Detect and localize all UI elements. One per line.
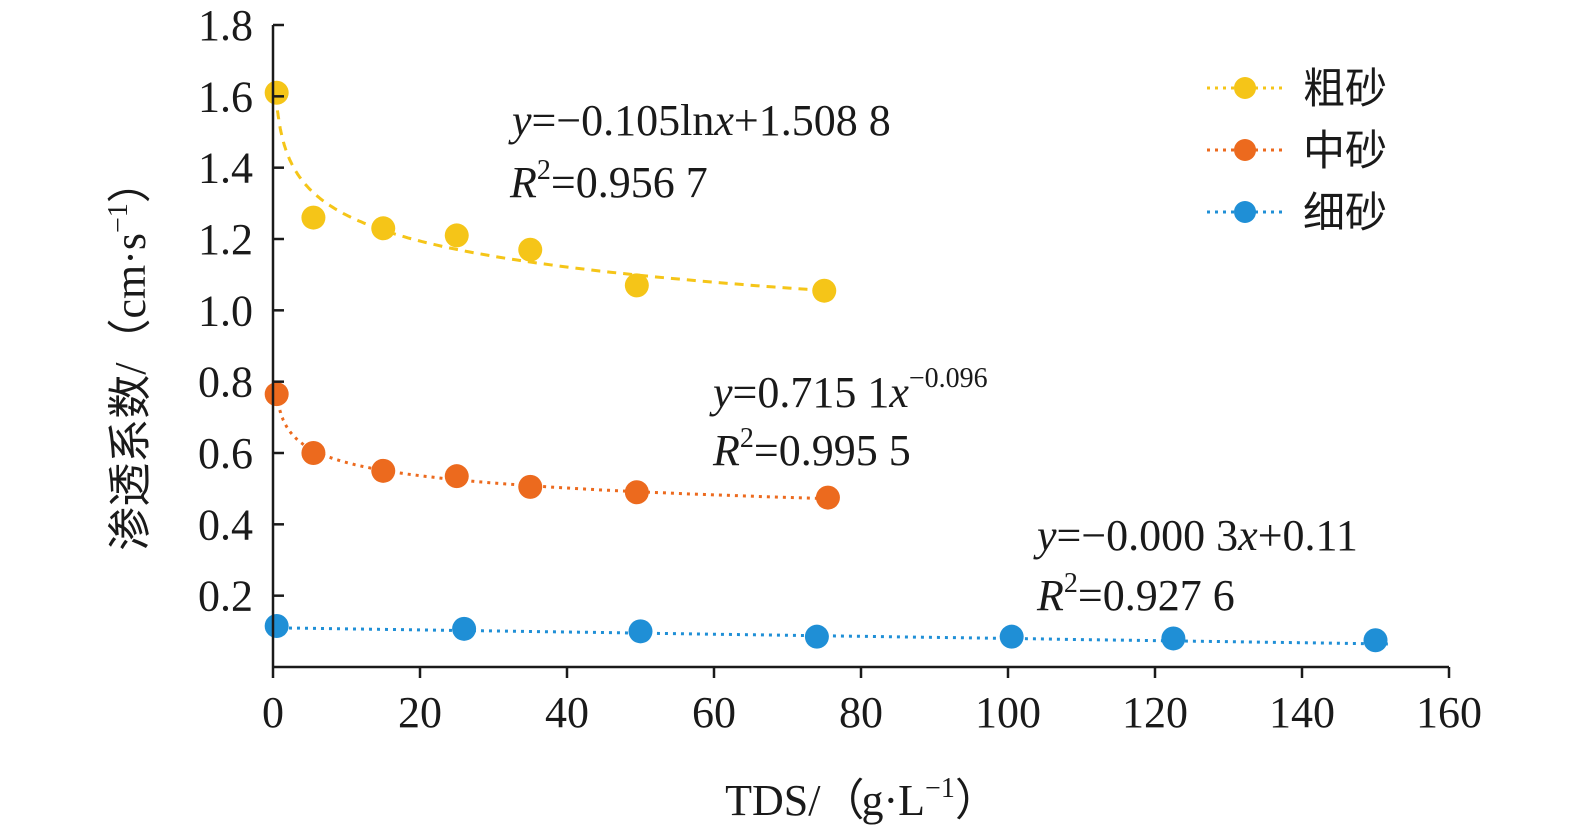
y-tick-label: 0.6	[198, 429, 253, 478]
y-tick-label: 0.2	[198, 572, 253, 621]
y-axis-title: 渗透系数/（cm·s−1）	[103, 159, 155, 551]
svg-text:R2=0.927 6: R2=0.927 6	[1036, 568, 1235, 620]
data-point	[444, 464, 469, 489]
svg-text:y=−0.000 3x+0.11: y=−0.000 3x+0.11	[1033, 511, 1358, 560]
y-tick-label: 1.8	[198, 1, 253, 50]
data-point	[1363, 628, 1388, 653]
fit-curve-2	[272, 626, 1391, 646]
data-point	[1161, 626, 1186, 651]
data-point	[624, 480, 649, 505]
y-tick-label: 0.8	[198, 358, 253, 407]
data-point	[804, 624, 829, 649]
svg-text:R2=0.995 5: R2=0.995 5	[712, 423, 911, 475]
x-tick-label: 0	[262, 688, 284, 737]
y-tick-label: 1.4	[198, 144, 253, 193]
y-ticks: 0.2 0.4 0.6 0.8 1.0 1.2 1.4 1.6 1.8	[198, 1, 284, 621]
y-tick-label: 1.0	[198, 286, 253, 335]
x-tick-label: 80	[839, 688, 883, 737]
y-tick-label: 0.4	[198, 500, 253, 549]
fit-curve-0	[274, 94, 825, 293]
x-tick-label: 160	[1416, 688, 1482, 737]
data-point	[624, 273, 649, 298]
y-tick-label: 1.2	[198, 215, 253, 264]
equation-coarse: y=−0.105lnx+1.508 8 R2=0.956 7	[508, 96, 891, 207]
data-point	[371, 458, 396, 483]
x-ticks: 0 20 40 60 80 100 120 140 160	[262, 667, 1482, 737]
data-point	[301, 441, 326, 465]
x-tick-label: 120	[1122, 688, 1188, 737]
x-tick-label: 40	[545, 688, 589, 737]
fit-curve-1	[275, 394, 828, 501]
svg-text:y=0.715 1x−0.096: y=0.715 1x−0.096	[709, 363, 988, 417]
equation-fine: y=−0.000 3x+0.11 R2=0.927 6	[1033, 511, 1358, 620]
data-point	[518, 474, 543, 499]
data-point	[999, 624, 1024, 649]
legend-label: 粗砂	[1303, 64, 1387, 113]
data-point	[812, 278, 837, 303]
data-point	[444, 223, 469, 248]
data-point	[371, 216, 396, 241]
data-point	[264, 80, 289, 105]
legend-marker	[1234, 77, 1256, 99]
x-tick-label: 100	[975, 688, 1041, 737]
data-points	[264, 80, 1388, 653]
svg-text:y=−0.105lnx+1.508 8: y=−0.105lnx+1.508 8	[508, 96, 891, 145]
legend-label: 细砂	[1303, 188, 1387, 237]
data-point	[264, 382, 289, 407]
equation-medium: y=0.715 1x−0.096 R2=0.995 5	[709, 363, 988, 475]
y-tick-label: 1.6	[198, 72, 253, 121]
legend-label: 中砂	[1303, 126, 1387, 175]
svg-text:R2=0.956 7: R2=0.956 7	[509, 155, 708, 207]
data-point	[301, 205, 326, 230]
data-point	[264, 613, 289, 638]
data-point	[518, 237, 543, 262]
x-tick-label: 20	[398, 688, 442, 737]
data-point	[628, 619, 653, 644]
data-point	[452, 616, 477, 641]
data-point	[815, 485, 840, 510]
x-tick-label: 140	[1269, 688, 1335, 737]
legend-marker	[1234, 139, 1256, 161]
legend-marker	[1234, 201, 1256, 223]
x-tick-label: 60	[692, 688, 736, 737]
x-axis-title: TDS/（g·L−1）	[725, 773, 999, 825]
